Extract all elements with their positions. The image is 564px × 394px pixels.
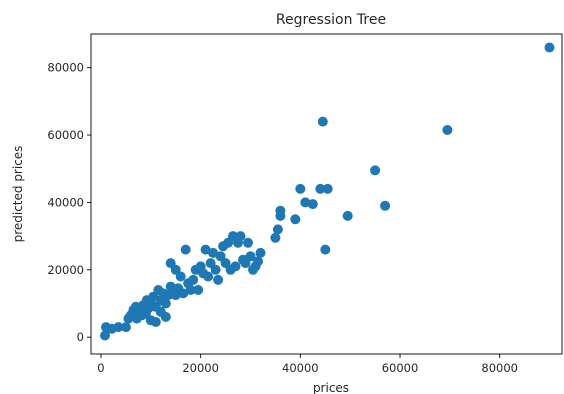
x-axis-label: prices bbox=[313, 381, 349, 394]
data-points bbox=[100, 42, 555, 341]
data-point bbox=[200, 244, 211, 255]
data-point bbox=[185, 285, 196, 295]
data-point bbox=[253, 256, 263, 267]
y-tick-label: 40000 bbox=[47, 195, 84, 209]
data-point bbox=[160, 311, 171, 322]
data-point bbox=[307, 199, 318, 210]
data-point bbox=[295, 183, 306, 194]
y-tick-label: 60000 bbox=[47, 128, 84, 142]
x-tick-label: 60000 bbox=[382, 361, 419, 375]
y-tick-label: 20000 bbox=[47, 263, 84, 277]
data-point bbox=[243, 237, 253, 248]
x-tick-label: 20000 bbox=[182, 361, 219, 375]
data-point bbox=[380, 200, 391, 211]
data-point bbox=[150, 317, 161, 327]
y-axis-ticks: 0 20000 40000 60000 80000 bbox=[47, 61, 91, 344]
data-point bbox=[230, 261, 241, 272]
data-point bbox=[272, 224, 283, 235]
y-tick-label: 80000 bbox=[47, 61, 84, 75]
y-axis-label: predicted prices bbox=[11, 146, 25, 243]
y-tick-label: 0 bbox=[77, 330, 84, 344]
data-point bbox=[370, 165, 381, 176]
data-point bbox=[300, 197, 311, 208]
data-point bbox=[188, 274, 199, 285]
data-point bbox=[320, 244, 331, 255]
data-point bbox=[113, 322, 124, 333]
data-point bbox=[342, 210, 353, 221]
data-point bbox=[290, 214, 301, 225]
data-point bbox=[120, 322, 131, 333]
chart-title: Regression Tree bbox=[276, 12, 386, 28]
data-point bbox=[213, 274, 224, 285]
data-point bbox=[210, 264, 221, 275]
data-point bbox=[442, 125, 453, 135]
data-point bbox=[160, 298, 171, 309]
data-point bbox=[544, 42, 555, 53]
data-point bbox=[245, 251, 256, 262]
data-point bbox=[322, 183, 333, 194]
data-point bbox=[315, 183, 326, 194]
data-point bbox=[180, 244, 191, 255]
data-point bbox=[100, 330, 110, 341]
data-point bbox=[193, 285, 204, 295]
data-point bbox=[175, 271, 186, 282]
data-point bbox=[270, 232, 281, 243]
data-point bbox=[255, 247, 266, 258]
data-point bbox=[203, 271, 214, 282]
x-axis-ticks: 0 20000 40000 60000 80000 bbox=[97, 354, 518, 375]
plot-area-frame bbox=[90, 33, 563, 355]
data-point bbox=[275, 205, 286, 216]
data-point bbox=[208, 247, 219, 258]
x-tick-label: 40000 bbox=[282, 361, 319, 375]
x-tick-label: 0 bbox=[97, 361, 104, 375]
data-point bbox=[178, 288, 189, 299]
x-tick-label: 80000 bbox=[481, 361, 518, 375]
data-point bbox=[235, 231, 246, 242]
data-point bbox=[317, 116, 328, 127]
